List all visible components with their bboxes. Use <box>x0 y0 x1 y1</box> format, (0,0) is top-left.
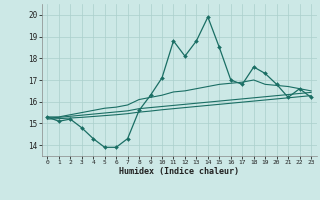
X-axis label: Humidex (Indice chaleur): Humidex (Indice chaleur) <box>119 167 239 176</box>
